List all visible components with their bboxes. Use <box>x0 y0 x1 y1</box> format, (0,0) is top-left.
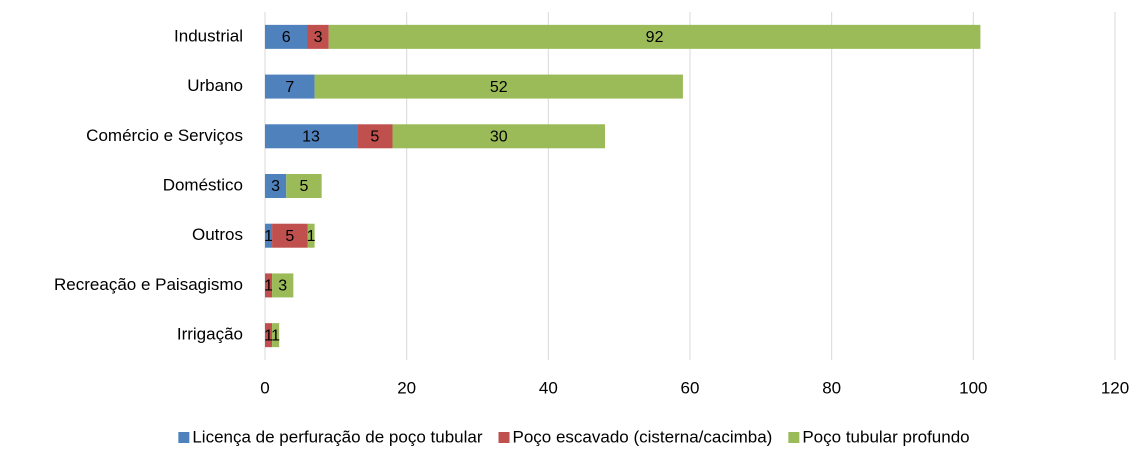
bar-segment <box>265 273 273 298</box>
data-label: 1 <box>264 327 273 344</box>
x-tick-label: 0 <box>260 378 269 397</box>
data-label: 30 <box>490 129 508 146</box>
bar-segment <box>265 74 315 99</box>
x-tick-label: 60 <box>681 378 700 397</box>
bar-segment <box>314 74 683 99</box>
y-tick-label: Outros <box>192 225 243 244</box>
x-tick-label: 120 <box>1101 378 1129 397</box>
legend-label: Poço tubular profundo <box>802 427 969 446</box>
x-tick-label: 40 <box>539 378 558 397</box>
legend-label: Poço escavado (cisterna/cacimba) <box>513 427 773 446</box>
data-label: 5 <box>300 178 309 195</box>
data-label: 1 <box>264 228 273 245</box>
data-label: 6 <box>282 29 291 46</box>
x-tick-label: 80 <box>822 378 841 397</box>
y-tick-label: Irrigação <box>177 325 243 344</box>
data-label: 3 <box>278 278 287 295</box>
y-tick-label: Urbano <box>187 76 243 95</box>
bar-segment <box>265 323 273 348</box>
bar-segment <box>328 24 981 49</box>
data-label: 13 <box>302 129 320 146</box>
y-tick-label: Comércio e Serviços <box>86 126 243 145</box>
bar-segment <box>286 174 322 198</box>
data-label: 5 <box>370 129 379 146</box>
bar-segment <box>272 323 280 348</box>
y-tick-label: Doméstico <box>163 175 243 194</box>
data-label: 1 <box>307 228 316 245</box>
bar-segment <box>357 124 393 149</box>
data-label: 52 <box>490 79 508 96</box>
bar-segment <box>272 223 308 248</box>
bar-segment <box>265 24 308 49</box>
bar-segment <box>307 223 315 248</box>
bar-segment <box>392 124 605 149</box>
data-label: 92 <box>646 29 664 46</box>
bar-segment <box>265 124 358 149</box>
data-label: 3 <box>314 29 323 46</box>
data-label: 1 <box>271 327 280 344</box>
data-label: 1 <box>264 278 273 295</box>
y-tick-label: Recreação e Paisagismo <box>54 275 243 294</box>
data-label: 5 <box>285 228 294 245</box>
legend-swatch <box>498 432 510 443</box>
x-tick-label: 100 <box>959 378 987 397</box>
bar-segment <box>265 223 273 248</box>
x-tick-label: 20 <box>397 378 416 397</box>
bar-segment <box>265 174 287 198</box>
y-tick-label: Industrial <box>174 26 243 45</box>
data-label: 7 <box>285 79 294 96</box>
data-label: 3 <box>271 178 280 195</box>
legend-swatch <box>178 432 190 443</box>
bar-segment <box>307 24 329 49</box>
legend-swatch <box>788 432 800 443</box>
bar-segment <box>272 273 294 298</box>
legend-label: Licença de perfuração de poço tubular <box>192 427 482 446</box>
